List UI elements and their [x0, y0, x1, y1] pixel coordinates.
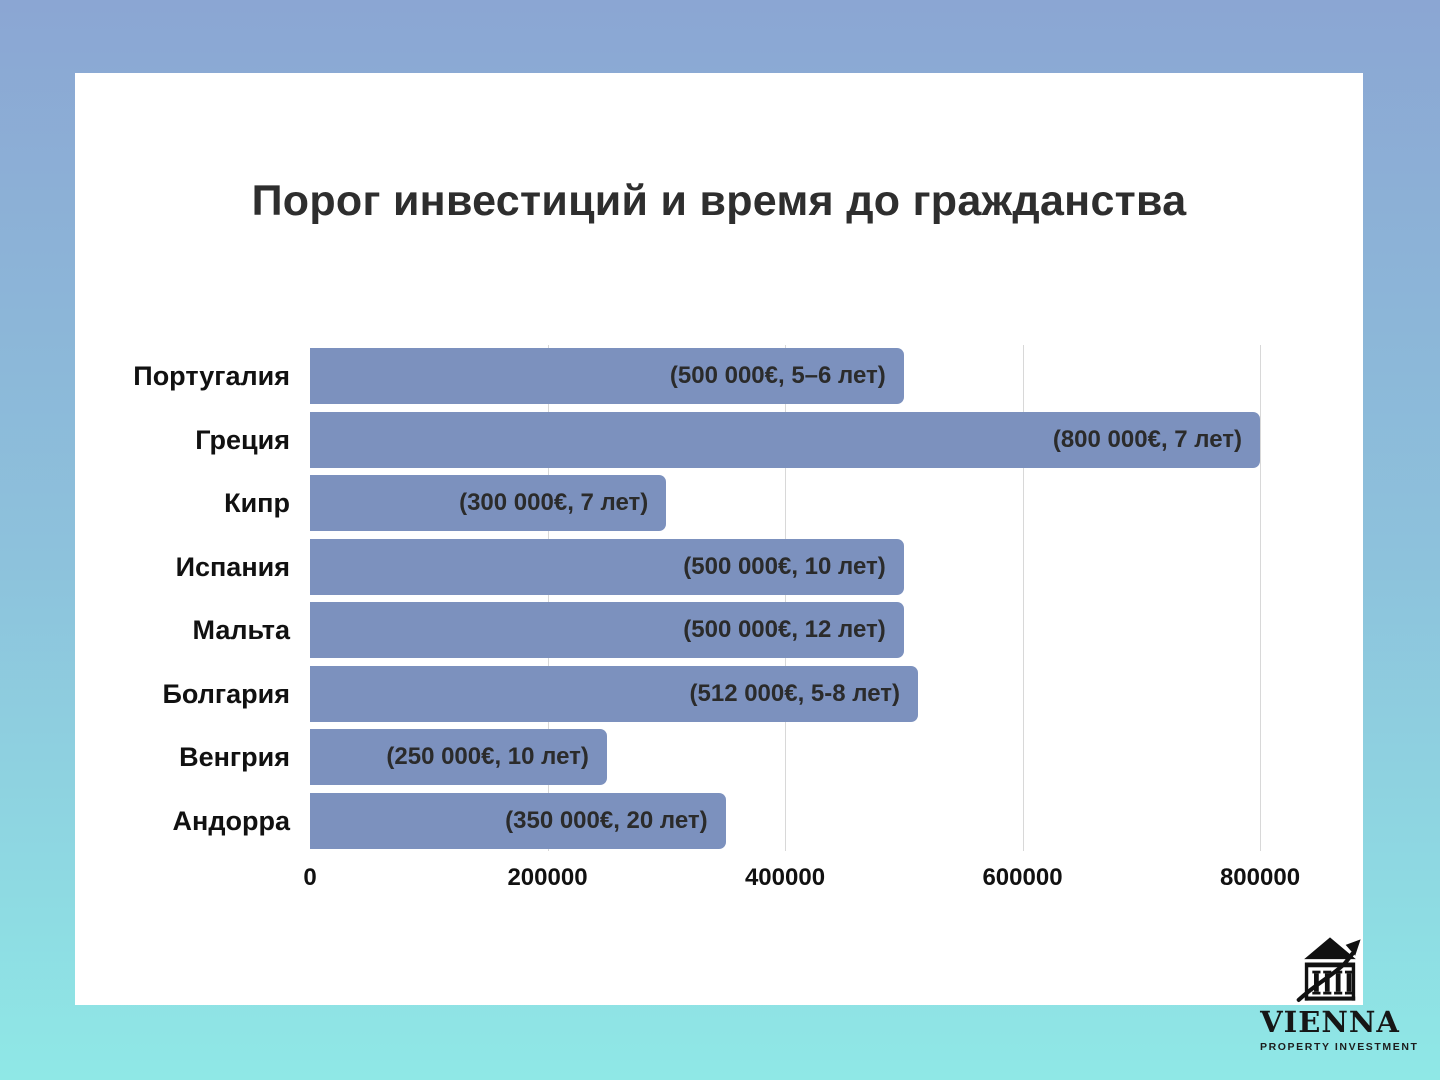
- bar-value-label: (800 000€, 7 лет): [1052, 425, 1242, 453]
- logo-subtitle: PROPERTY INVESTMENT: [1260, 1041, 1419, 1053]
- gridline: [785, 345, 786, 851]
- bar: (500 000€, 12 лет): [310, 602, 904, 658]
- x-axis-tick-label: 800000: [1219, 864, 1301, 891]
- bar: (300 000€, 7 лет): [310, 475, 667, 531]
- bar-value-label: (500 000€, 12 лет): [683, 616, 886, 643]
- bar: (800 000€, 7 лет): [310, 411, 1260, 468]
- vienna-logo: VIENNA PROPERTY INVESTMENT: [1260, 936, 1419, 1053]
- x-axis-tick-label: 600000: [982, 864, 1063, 891]
- bar: (250 000€, 10 лет): [310, 729, 607, 785]
- bar-value-label: (512 000€, 5-8 лет): [689, 679, 901, 707]
- category-label: Венгрия: [179, 742, 290, 772]
- category-label: Мальта: [192, 615, 290, 645]
- gridline: [1022, 345, 1024, 851]
- bar: (500 000€, 5–6 лет): [310, 348, 904, 404]
- bar-track: (300 000€, 7 лет): [310, 475, 1260, 531]
- category-label: Болгария: [162, 678, 291, 709]
- chart-row: Греция (800 000€, 7 лет): [100, 411, 1260, 468]
- bar: (350 000€, 20 лет): [310, 792, 726, 849]
- gridline: [547, 345, 549, 851]
- bar-value-label: (500 000€, 10 лет): [683, 552, 886, 580]
- chart-card: Порог инвестиций и время до гражданства …: [75, 73, 1363, 1005]
- bar-value-label: (350 000€, 20 лет): [505, 806, 708, 834]
- bar-track: (500 000€, 5–6 лет): [310, 348, 1260, 404]
- chart-row: Андорра (350 000€, 20 лет): [100, 792, 1260, 849]
- category-label: Греция: [195, 424, 290, 455]
- bar-track: (350 000€, 20 лет): [310, 792, 1260, 849]
- bar-value-label: (250 000€, 10 лет): [386, 743, 589, 770]
- category-label: Испания: [175, 551, 290, 582]
- chart-row: Испания (500 000€, 10 лет): [100, 538, 1260, 595]
- bar-value-label: (300 000€, 7 лет): [459, 489, 649, 516]
- bar-track: (500 000€, 10 лет): [310, 538, 1260, 595]
- x-axis: 0 200000 400000 600000 800000: [303, 864, 1300, 898]
- bar-track: (800 000€, 7 лет): [310, 411, 1260, 468]
- chart-row: Мальта (500 000€, 12 лет): [100, 602, 1260, 658]
- bar-track: (512 000€, 5-8 лет): [310, 665, 1260, 722]
- category-label: Андорра: [172, 805, 290, 836]
- bar-value-label: (500 000€, 5–6 лет): [669, 362, 886, 389]
- gridlines: [310, 345, 1261, 851]
- bar-track: (250 000€, 10 лет): [310, 729, 1260, 785]
- category-label: Кипр: [224, 488, 290, 518]
- bar-track: (500 000€, 12 лет): [310, 602, 1260, 658]
- bar: (500 000€, 10 лет): [310, 538, 904, 595]
- chart-row: Кипр (300 000€, 7 лет): [100, 475, 1260, 531]
- x-axis-tick-label: 0: [303, 864, 317, 891]
- gridline: [1260, 345, 1261, 851]
- bar: (512 000€, 5-8 лет): [310, 665, 918, 722]
- bank-building-arrow-icon: [1296, 937, 1361, 1002]
- x-axis-tick-label: 200000: [507, 864, 588, 891]
- chart-row: Венгрия (250 000€, 10 лет): [100, 729, 1260, 785]
- chart-row: Болгария (512 000€, 5-8 лет): [100, 665, 1260, 722]
- chart-title: Порог инвестиций и время до гражданства: [251, 177, 1187, 225]
- chart-row: Португалия (500 000€, 5–6 лет): [100, 348, 1260, 404]
- logo-title: VIENNA: [1260, 1005, 1400, 1039]
- category-label: Португалия: [133, 361, 290, 391]
- x-axis-tick-label: 400000: [744, 864, 826, 891]
- bar-chart: Португалия (500 000€, 5–6 лет) Греция (800 …: [100, 345, 1300, 908]
